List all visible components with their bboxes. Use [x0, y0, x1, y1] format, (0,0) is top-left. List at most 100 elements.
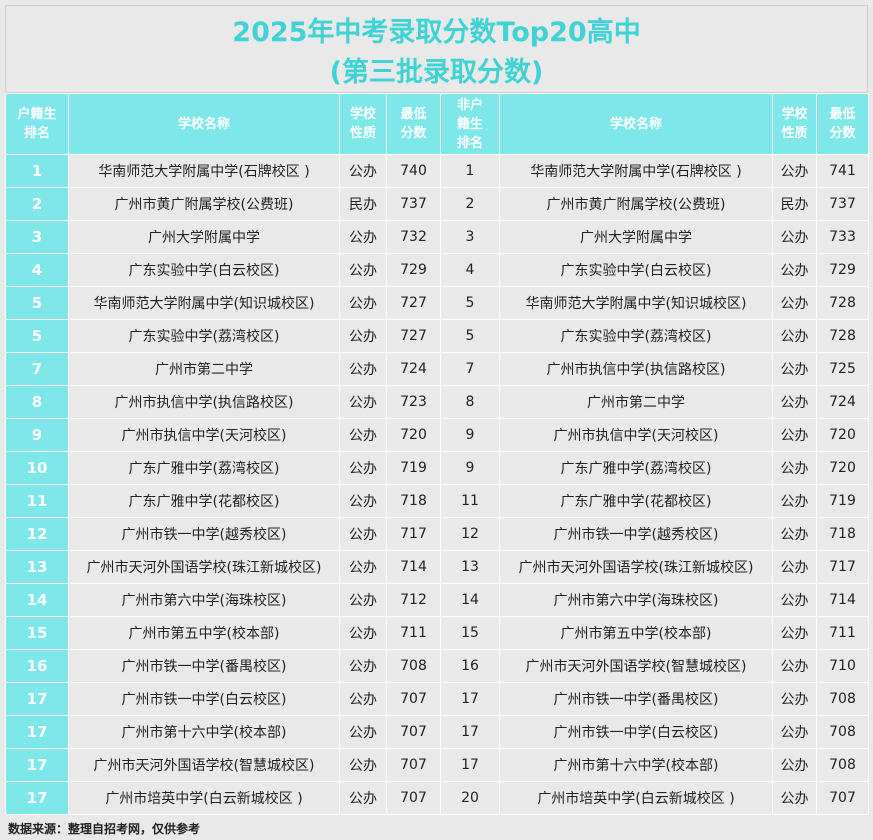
cell-rank-local: 17 — [5, 781, 69, 815]
cell-school-local: 广州市天河外国语学校(珠江新城校区) — [68, 550, 340, 584]
cell-type-local: 公办 — [339, 220, 387, 254]
table-row: 2 广州市黄广附属学校(公费班) 民办 737 2 广州市黄广附属学校(公费班) 民办 737 — [5, 187, 869, 221]
table-row: 14 广州市第六中学(海珠校区) 公办 712 14 广州市第六中学(海珠校区) 公办 714 — [5, 583, 869, 617]
cell-score-nonlocal: 717 — [816, 550, 869, 584]
cell-rank-local: 17 — [5, 682, 69, 716]
cell-type-nonlocal: 公办 — [772, 484, 817, 518]
cell-score-local: 717 — [386, 517, 441, 551]
cell-type-nonlocal: 公办 — [772, 715, 817, 749]
cell-score-nonlocal: 720 — [816, 418, 869, 452]
cell-type-nonlocal: 公办 — [772, 220, 817, 254]
cell-school-nonlocal: 广州大学附属中学 — [499, 220, 773, 254]
table-row: 17 广州市培英中学(白云新城校区 ) 公办 707 20 广州市培英中学(白云新城校区 … — [5, 781, 869, 815]
cell-rank-nonlocal: 1 — [440, 154, 500, 188]
cell-score-nonlocal: 733 — [816, 220, 869, 254]
cell-rank-local: 10 — [5, 451, 69, 485]
cell-type-nonlocal: 公办 — [772, 319, 817, 353]
cell-score-nonlocal: 714 — [816, 583, 869, 617]
table-row: 5 广东实验中学(荔湾校区) 公办 727 5 广东实验中学(荔湾校区) 公办 728 — [5, 319, 869, 353]
cell-rank-local: 5 — [5, 319, 69, 353]
cell-type-local: 公办 — [339, 550, 387, 584]
cell-school-local: 广州市执信中学(执信路校区) — [68, 385, 340, 419]
table-row: 15 广州市第五中学(校本部) 公办 711 15 广州市第五中学(校本部) 公办 711 — [5, 616, 869, 650]
cell-score-nonlocal: 737 — [816, 187, 869, 221]
cell-rank-local: 11 — [5, 484, 69, 518]
cell-school-nonlocal: 广州市铁一中学(番禺校区) — [499, 682, 773, 716]
cell-school-local: 广州市第六中学(海珠校区) — [68, 583, 340, 617]
cell-rank-nonlocal: 15 — [440, 616, 500, 650]
cell-score-local: 727 — [386, 319, 441, 353]
cell-score-local: 724 — [386, 352, 441, 386]
cell-type-local: 公办 — [339, 583, 387, 617]
cell-rank-nonlocal: 5 — [440, 286, 500, 320]
cell-type-local: 公办 — [339, 451, 387, 485]
cell-rank-nonlocal: 14 — [440, 583, 500, 617]
cell-rank-nonlocal: 9 — [440, 418, 500, 452]
cell-rank-local: 7 — [5, 352, 69, 386]
cell-school-local: 广州市第五中学(校本部) — [68, 616, 340, 650]
cell-school-local: 广东广雅中学(花都校区) — [68, 484, 340, 518]
cell-score-local: 723 — [386, 385, 441, 419]
cell-type-nonlocal: 公办 — [772, 154, 817, 188]
cell-score-nonlocal: 725 — [816, 352, 869, 386]
header-type-local: 学校 性质 — [339, 93, 387, 155]
cell-score-nonlocal: 719 — [816, 484, 869, 518]
source-note: 数据来源：整理自招考网，仅供参考 — [8, 822, 201, 836]
table-row: 8 广州市执信中学(执信路校区) 公办 723 8 广州市第二中学 公办 724 — [5, 385, 869, 419]
table-body: 1 华南师范大学附属中学(石牌校区 ) 公办 740 1 华南师范大学附属中学(石牌校区 … — [5, 154, 869, 815]
cell-school-local: 广州市黄广附属学校(公费班) — [68, 187, 340, 221]
cell-rank-local: 8 — [5, 385, 69, 419]
cell-rank-local: 1 — [5, 154, 69, 188]
cell-score-local: 718 — [386, 484, 441, 518]
cell-school-local: 广东实验中学(白云校区) — [68, 253, 340, 287]
cell-school-local: 广州市天河外国语学校(智慧城校区) — [68, 748, 340, 782]
cell-rank-local: 12 — [5, 517, 69, 551]
cell-school-local: 华南师范大学附属中学(知识城校区) — [68, 286, 340, 320]
cell-rank-local: 9 — [5, 418, 69, 452]
cell-school-nonlocal: 广东实验中学(荔湾校区) — [499, 319, 773, 353]
cell-score-local: 727 — [386, 286, 441, 320]
cell-rank-nonlocal: 11 — [440, 484, 500, 518]
cell-school-local: 广东广雅中学(荔湾校区) — [68, 451, 340, 485]
cell-type-nonlocal: 公办 — [772, 253, 817, 287]
cell-school-nonlocal: 华南师范大学附属中学(知识城校区) — [499, 286, 773, 320]
cell-type-nonlocal: 民办 — [772, 187, 817, 221]
table-row: 1 华南师范大学附属中学(石牌校区 ) 公办 740 1 华南师范大学附属中学(石牌校区 … — [5, 154, 869, 188]
cell-rank-nonlocal: 13 — [440, 550, 500, 584]
cell-school-nonlocal: 广州市铁一中学(越秀校区) — [499, 517, 773, 551]
cell-rank-nonlocal: 17 — [440, 715, 500, 749]
cell-school-nonlocal: 广州市铁一中学(白云校区) — [499, 715, 773, 749]
cell-rank-local: 16 — [5, 649, 69, 683]
table-row: 7 广州市第二中学 公办 724 7 广州市执信中学(执信路校区) 公办 725 — [5, 352, 869, 386]
cell-school-nonlocal: 广州市执信中学(天河校区) — [499, 418, 773, 452]
table-row: 10 广东广雅中学(荔湾校区) 公办 719 9 广东广雅中学(荔湾校区) 公办 720 — [5, 451, 869, 485]
cell-type-nonlocal: 公办 — [772, 418, 817, 452]
table-row: 12 广州市铁一中学(越秀校区) 公办 717 12 广州市铁一中学(越秀校区) 公办 718 — [5, 517, 869, 551]
cell-type-local: 公办 — [339, 352, 387, 386]
cell-school-nonlocal: 广州市执信中学(执信路校区) — [499, 352, 773, 386]
table-row: 4 广东实验中学(白云校区) 公办 729 4 广东实验中学(白云校区) 公办 729 — [5, 253, 869, 287]
cell-rank-nonlocal: 17 — [440, 748, 500, 782]
cell-school-local: 广东实验中学(荔湾校区) — [68, 319, 340, 353]
cell-type-local: 公办 — [339, 517, 387, 551]
page-title: 2025年中考录取分数Top20高中 — [232, 17, 641, 48]
cell-rank-nonlocal: 3 — [440, 220, 500, 254]
cell-rank-nonlocal: 20 — [440, 781, 500, 815]
cell-school-nonlocal: 广州市培英中学(白云新城校区 ) — [499, 781, 773, 815]
cell-rank-local: 17 — [5, 715, 69, 749]
cell-score-nonlocal: 728 — [816, 319, 869, 353]
header-school-local: 学校名称 — [68, 93, 340, 155]
cell-type-local: 公办 — [339, 616, 387, 650]
cell-school-local: 广州市铁一中学(番禺校区) — [68, 649, 340, 683]
cell-type-nonlocal: 公办 — [772, 352, 817, 386]
cell-type-local: 民办 — [339, 187, 387, 221]
cell-score-local: 708 — [386, 649, 441, 683]
cell-school-nonlocal: 广州市第六中学(海珠校区) — [499, 583, 773, 617]
cell-score-nonlocal: 718 — [816, 517, 869, 551]
cell-rank-nonlocal: 12 — [440, 517, 500, 551]
cell-score-local: 732 — [386, 220, 441, 254]
cell-type-local: 公办 — [339, 715, 387, 749]
cell-rank-nonlocal: 5 — [440, 319, 500, 353]
cell-score-local: 707 — [386, 748, 441, 782]
